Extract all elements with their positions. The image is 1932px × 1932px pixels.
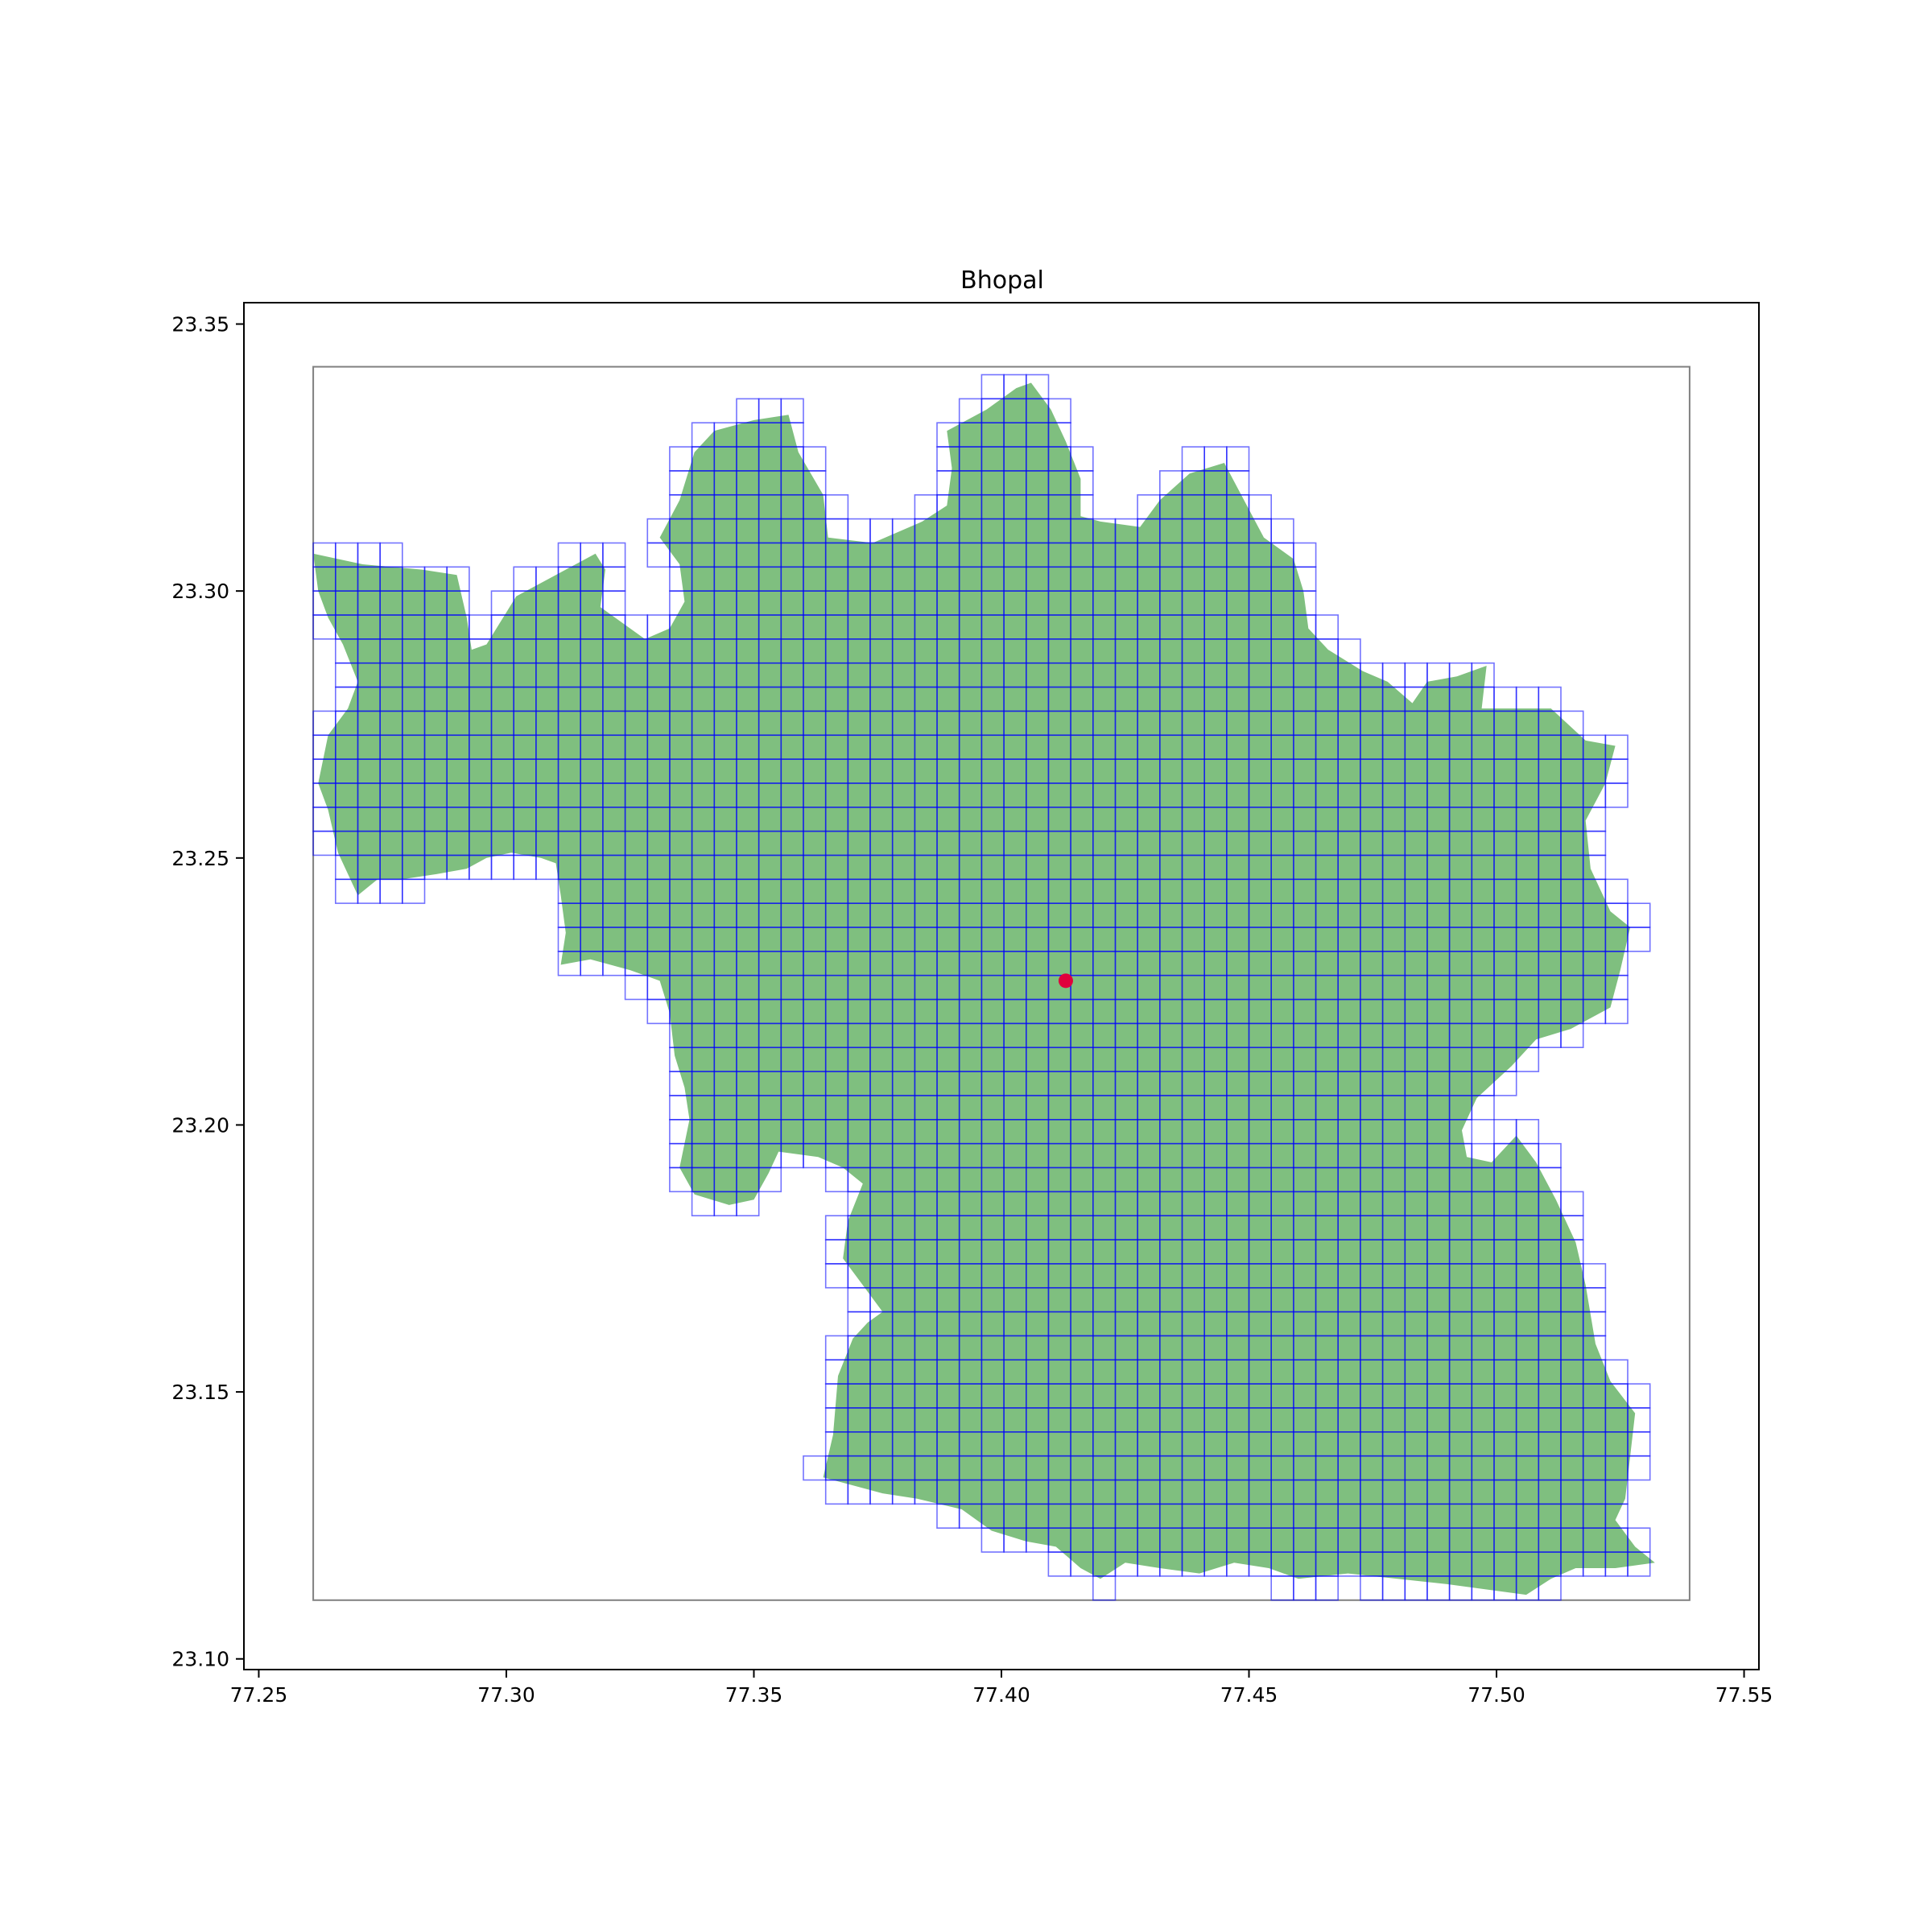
grid-cell xyxy=(490,854,515,881)
grid-cell xyxy=(847,1287,871,1313)
y-tick-label: 23.35 xyxy=(171,313,229,336)
center-point-marker xyxy=(1058,973,1073,989)
grid-cell xyxy=(1404,662,1428,688)
grid-cell xyxy=(1604,782,1629,808)
grid-cell xyxy=(1293,1575,1317,1601)
city-boundary-region xyxy=(313,382,1655,1596)
grid-cell xyxy=(1493,686,1517,712)
grid-cell xyxy=(624,974,649,1001)
grid-cell xyxy=(1360,1575,1384,1601)
grid-cell xyxy=(1070,446,1094,472)
grid-cell xyxy=(1604,734,1629,760)
grid-cell xyxy=(824,1479,849,1505)
grid-cell xyxy=(1248,493,1273,520)
grid-cell xyxy=(1627,1383,1651,1409)
grid-cells xyxy=(312,374,1651,1601)
x-tick-label: 77.25 xyxy=(230,1683,288,1707)
grid-cell xyxy=(1627,1455,1651,1481)
grid-cell xyxy=(557,542,582,568)
x-tick-label: 77.35 xyxy=(725,1683,783,1707)
grid-cell xyxy=(1381,1575,1406,1601)
grid-cell xyxy=(980,374,1005,400)
grid-cell xyxy=(602,566,626,592)
grid-cell xyxy=(646,542,671,568)
chart-title: Bhopal xyxy=(960,266,1044,295)
grid-cell xyxy=(602,542,626,568)
x-tick-label: 77.30 xyxy=(477,1683,535,1707)
grid-cell xyxy=(1181,446,1206,472)
y-tick-label: 23.25 xyxy=(171,847,229,870)
grid-cell xyxy=(357,542,382,568)
grid-cell xyxy=(1471,662,1495,688)
grid-cell xyxy=(824,1335,849,1361)
grid-cell xyxy=(446,566,470,592)
grid-cell xyxy=(468,614,493,640)
grid-cell xyxy=(513,566,537,592)
grid-cell xyxy=(1560,1191,1584,1217)
grid-cell xyxy=(1226,446,1250,472)
grid-cell xyxy=(379,542,403,568)
grid-cell xyxy=(379,878,403,904)
bounding-box xyxy=(312,365,1690,1601)
grid-cell xyxy=(1315,614,1340,640)
y-tick-label: 23.20 xyxy=(171,1113,229,1137)
grid-cell xyxy=(847,518,871,544)
grid-cell xyxy=(1293,542,1317,568)
grid-cell xyxy=(1538,1142,1562,1169)
grid-cell xyxy=(1560,710,1584,737)
plot-area xyxy=(312,365,1690,1601)
grid-cell xyxy=(1627,1527,1651,1553)
x-axis: 77.25 77.30 77.35 77.40 77.45 77.50 77.55 xyxy=(230,1670,1773,1707)
grid-cell xyxy=(1270,518,1294,544)
grid-cell xyxy=(1337,638,1361,664)
grid-cell xyxy=(803,1455,827,1481)
grid-cell xyxy=(1515,686,1540,712)
grid-cell xyxy=(513,854,537,881)
grid-cell xyxy=(312,830,336,857)
grid-cell xyxy=(1092,1575,1117,1601)
y-axis: 23.10 23.15 23.20 23.25 23.30 23.35 xyxy=(171,313,244,1671)
grid-cell xyxy=(1047,398,1071,423)
grid-cell xyxy=(736,398,760,423)
y-tick-label: 23.10 xyxy=(171,1648,229,1671)
grid-cell xyxy=(824,1263,849,1289)
grid-cell xyxy=(1315,1575,1340,1601)
grid-cell xyxy=(401,878,426,904)
grid-cell xyxy=(1604,1359,1629,1385)
grid-cell xyxy=(824,493,849,520)
grid-cell xyxy=(1582,1263,1607,1289)
grid-cell xyxy=(1270,1575,1294,1601)
y-tick-label: 23.15 xyxy=(171,1381,229,1404)
x-tick-label: 77.40 xyxy=(972,1683,1030,1707)
x-tick-label: 77.50 xyxy=(1468,1683,1525,1707)
grid-cell xyxy=(1026,374,1050,400)
grid-cell xyxy=(803,446,827,472)
grid-cell xyxy=(824,1166,849,1193)
grid-cell xyxy=(780,398,804,423)
grid-cell xyxy=(1515,1119,1540,1145)
grid-cell xyxy=(646,998,671,1025)
grid-cell xyxy=(824,1215,849,1241)
x-tick-label: 77.55 xyxy=(1715,1683,1773,1707)
y-tick-label: 23.30 xyxy=(171,580,229,603)
x-tick-label: 77.45 xyxy=(1220,1683,1278,1707)
grid-cell xyxy=(669,446,693,472)
grid-cell xyxy=(1538,686,1562,712)
grid-cell xyxy=(1627,902,1651,928)
grid-cell xyxy=(1604,878,1629,904)
grid-cell xyxy=(1627,927,1651,952)
